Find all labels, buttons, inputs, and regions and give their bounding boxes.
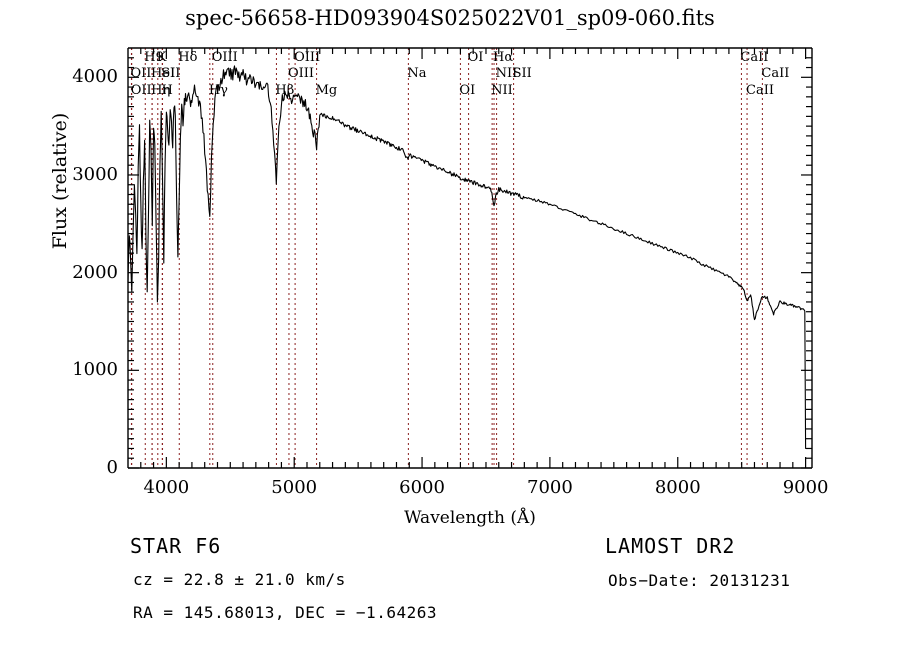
spectral-label-hei: HeI <box>151 66 176 81</box>
x-axis-title: Wavelength (Å) <box>404 508 536 528</box>
x-tick-9000: 9000 <box>782 477 829 498</box>
spectral-label-h9: H9 <box>144 50 164 65</box>
redshift-velocity-label: cz = 22.8 ± 21.0 km/s <box>133 570 346 589</box>
axes-group <box>127 47 813 469</box>
spectral-label-oii: OII <box>130 83 152 98</box>
spectral-label-hη: Hη <box>151 83 171 98</box>
spectral-label-nii: NII <box>495 66 518 81</box>
x-tick-6000: 6000 <box>399 477 445 498</box>
spectral-label-sii: SII <box>512 66 532 81</box>
spectral-label-mg: Mg <box>315 83 338 98</box>
x-tick-4000: 4000 <box>143 477 190 498</box>
x-tick-8000: 8000 <box>654 477 701 498</box>
survey-label: LAMOST DR2 <box>605 534 736 558</box>
spectral-label-hγ: Hγ <box>208 83 228 98</box>
x-tick-5000: 5000 <box>271 477 318 498</box>
spectral-label-hα: Hα <box>493 50 514 65</box>
spectral-label-caii: CaII <box>740 50 769 65</box>
spectral-label-na: Na <box>407 66 427 81</box>
spectral-label-oii: OII <box>130 66 152 81</box>
spectral-label-sii: SII <box>161 66 181 81</box>
y-tick-3000: 3000 <box>72 163 118 185</box>
y-tick-1000: 1000 <box>72 359 118 381</box>
object-class-label: STAR F6 <box>130 534 222 558</box>
y-tick-4000: 4000 <box>72 66 118 88</box>
spectral-label-oiii: OIII <box>287 66 315 81</box>
spectral-label-hδ: Hδ <box>178 50 198 65</box>
spectral-label-oiii: OIII <box>211 50 238 65</box>
obs-date-label: Obs−Date: 20131231 <box>608 571 791 590</box>
spectral-label-caii: CaII <box>746 83 775 98</box>
spectral-label-k: K <box>156 50 167 65</box>
spectral-label-oi: OI <box>459 83 476 98</box>
y-tick-0: 0 <box>106 457 118 478</box>
line-marker-group <box>130 48 763 468</box>
y-axis-title: Flux (relative) <box>49 112 71 250</box>
y-tick-2000: 2000 <box>72 261 118 283</box>
spectral-label-oi: OI <box>467 50 484 65</box>
spectral-label-oiii: OIII <box>294 50 321 65</box>
spectrum-trace <box>127 65 807 450</box>
x-tick-7000: 7000 <box>527 477 573 498</box>
coordinates-label: RA = 145.68013, DEC = −1.64263 <box>133 603 437 622</box>
spectral-label-nii: NII <box>491 83 513 98</box>
spectral-label-hβ: Hβ <box>275 83 295 98</box>
spectral-label-caii: CaII <box>761 66 790 81</box>
spectral-label-h: H <box>161 83 173 98</box>
page-title: spec-56658-HD093904S025022V01_sp09-060.f… <box>185 6 715 30</box>
